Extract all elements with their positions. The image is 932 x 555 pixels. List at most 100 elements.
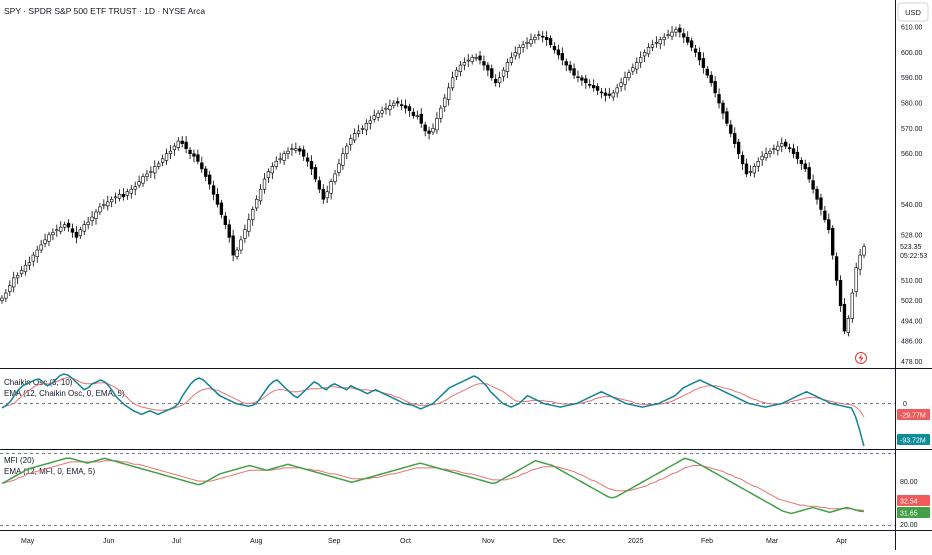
candle-body (572, 68, 576, 76)
candle-body (838, 280, 843, 307)
chaikin-title[interactable]: Chaikin Osc (3, 10) (4, 378, 73, 387)
candle-body (231, 235, 235, 256)
candle-body (717, 94, 721, 104)
chaikin-ema-tag: -29.77M (897, 409, 930, 420)
price-tick-label: 570.00 (901, 126, 923, 133)
candle-body (497, 77, 502, 84)
candle-body (513, 52, 517, 57)
candle-body (215, 193, 220, 205)
candle-body (764, 153, 768, 159)
price-tick-label: 560.00 (901, 151, 923, 158)
candle-body (196, 154, 200, 162)
price-tick-label: 600.00 (901, 50, 923, 57)
candle-body (780, 143, 784, 147)
candle-body (588, 84, 592, 86)
candle-body (399, 104, 404, 106)
candle-body (180, 140, 184, 144)
candle-body (611, 92, 615, 98)
candle-body (552, 46, 557, 51)
candle-body (137, 181, 141, 186)
candle-body (110, 199, 114, 203)
candle-body (521, 44, 525, 48)
candle-body (556, 49, 561, 56)
price-tick-label: 528.00 (901, 232, 923, 239)
candle-body (842, 303, 847, 332)
candle-body (662, 36, 666, 41)
candle-body (266, 171, 271, 178)
candle-body (819, 197, 823, 210)
candle-body (642, 52, 647, 57)
candle-body (129, 188, 133, 194)
time-tick-label: Aug (250, 538, 263, 545)
candle-body (364, 123, 369, 131)
candle-body (584, 78, 588, 84)
candle-body (376, 112, 380, 118)
candle-body (309, 161, 314, 170)
candle-body (51, 231, 55, 236)
candle-body (356, 130, 361, 134)
candle-body (541, 35, 545, 38)
candle-body (172, 145, 177, 150)
candle-body (145, 173, 149, 177)
candle-body (807, 167, 811, 180)
candle-body (102, 204, 106, 206)
chaikin-ema-title[interactable]: EMA (12, Chaikin Osc, 0, EMA, 5) (4, 389, 125, 398)
mfi-ema-line (1, 460, 864, 511)
time-tick-label: 2025 (628, 538, 644, 545)
candle-body (8, 285, 12, 292)
candle-body (247, 219, 251, 232)
candle-body (701, 58, 706, 68)
candle-body (658, 39, 662, 45)
candle-body (294, 148, 298, 151)
candle-body (439, 107, 443, 119)
candle-body (693, 48, 698, 53)
time-axis[interactable]: May Jun Jul Aug Sep Oct Nov Dec 2025 Feb Mar Apr (21, 538, 848, 545)
candle-body (709, 74, 713, 84)
candle-body (548, 37, 553, 46)
candle-body (121, 193, 126, 198)
candle-body (274, 161, 278, 167)
chaikin-osc-line (1, 373, 865, 447)
candle-body (462, 62, 467, 66)
candle-body (184, 141, 188, 149)
mfi-title[interactable]: MFI (20) (4, 456, 35, 465)
candle-body (325, 191, 329, 199)
candle-body (141, 176, 145, 184)
mfi-ema-title[interactable]: EMA (12, MFI, 0, EMA, 5) (4, 467, 95, 476)
candle-body (160, 158, 165, 163)
candle-body (62, 224, 67, 228)
candle-body (384, 107, 388, 110)
candle-body (646, 47, 651, 55)
candle-body (360, 128, 365, 130)
candle-body (760, 155, 764, 161)
candle-body (368, 120, 372, 124)
candle-body (791, 148, 796, 155)
candle-body (188, 149, 192, 155)
mfi-value: 31.65 (900, 511, 918, 518)
candle-body (603, 92, 608, 96)
candle-body (509, 57, 514, 63)
candle-body (396, 101, 400, 104)
candle-body (149, 171, 153, 173)
candle-body (619, 82, 623, 87)
candle-body (415, 115, 419, 118)
candle-body (431, 128, 435, 133)
candle-body (450, 77, 455, 89)
candle-body (4, 292, 8, 299)
candle-body (678, 27, 682, 33)
currency-button[interactable] (897, 2, 929, 22)
candle-body (329, 181, 333, 194)
candle-body (803, 163, 807, 170)
flash-icon[interactable] (855, 352, 867, 364)
candle-body (278, 158, 282, 161)
candle-body (39, 244, 43, 251)
candle-body (654, 41, 659, 44)
symbol-title[interactable]: SPY · SPDR S&P 500 ETF TRUST · 1D · NYSE… (4, 6, 205, 16)
candle-body (576, 76, 580, 79)
candle-body (686, 36, 690, 43)
candle-body (345, 145, 349, 155)
price-axis[interactable]: 610.00 600.00 590.00 580.00 570.00 560.00 540.… (901, 25, 923, 366)
time-tick-label: Jun (103, 538, 114, 545)
candle-body (721, 102, 725, 114)
